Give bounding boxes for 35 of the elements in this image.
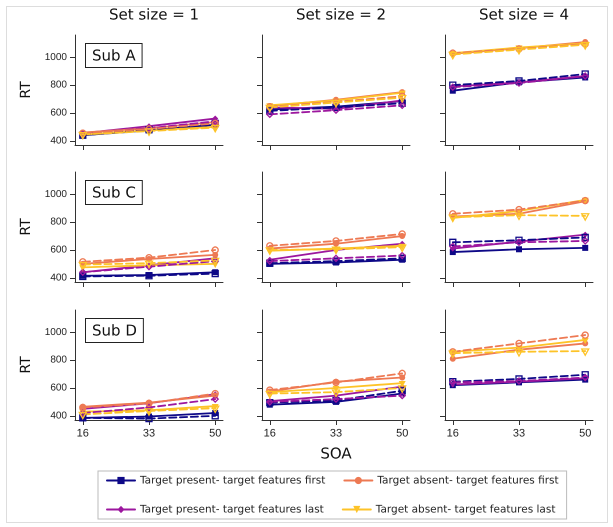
y-tick-label: 1000 bbox=[44, 188, 68, 200]
x-axis-title: SOA bbox=[320, 444, 352, 462]
x-tick-label: 16 bbox=[76, 428, 89, 440]
legend-label: Target absent- target features last bbox=[374, 504, 556, 516]
y-tick-label: 400 bbox=[50, 135, 68, 146]
y-tick-label: 600 bbox=[50, 244, 68, 256]
legend-label: Target absent- target features first bbox=[376, 474, 559, 486]
y-axis-title: RT bbox=[18, 80, 34, 99]
y-tick-label: 400 bbox=[50, 410, 68, 422]
y-tick-label: 400 bbox=[50, 272, 68, 284]
annotation: Sub A bbox=[92, 46, 136, 64]
x-tick-label: 50 bbox=[396, 428, 408, 440]
y-tick-label: 1000 bbox=[44, 326, 68, 338]
x-tick-label: 16 bbox=[264, 428, 276, 440]
annotation: Sub C bbox=[92, 184, 136, 202]
legend-label: Target present- target features last bbox=[139, 504, 324, 516]
y-tick-label: 800 bbox=[50, 354, 68, 366]
x-tick-label: 33 bbox=[142, 428, 156, 440]
x-tick-label: 33 bbox=[330, 428, 342, 440]
y-tick-label: 800 bbox=[50, 80, 68, 91]
x-tick-label: 50 bbox=[209, 428, 222, 440]
legend-label: Target present- target features first bbox=[139, 474, 326, 486]
y-tick-label: 600 bbox=[50, 382, 68, 394]
chart-title: Set size = 1 bbox=[108, 6, 200, 24]
y-axis-title: RT bbox=[18, 356, 34, 374]
y-tick-label: 600 bbox=[50, 107, 68, 118]
x-tick-label: 33 bbox=[512, 428, 526, 440]
x-tick-label: 50 bbox=[579, 428, 592, 440]
y-tick-label: 1000 bbox=[44, 52, 68, 63]
x-tick-label: 16 bbox=[446, 428, 459, 440]
chart-title: Set size = 2 bbox=[296, 6, 386, 24]
y-tick-label: 800 bbox=[50, 216, 68, 228]
chart-title: Set size = 4 bbox=[478, 6, 570, 24]
y-axis-title: RT bbox=[18, 218, 34, 236]
annotation: Sub D bbox=[92, 322, 137, 340]
